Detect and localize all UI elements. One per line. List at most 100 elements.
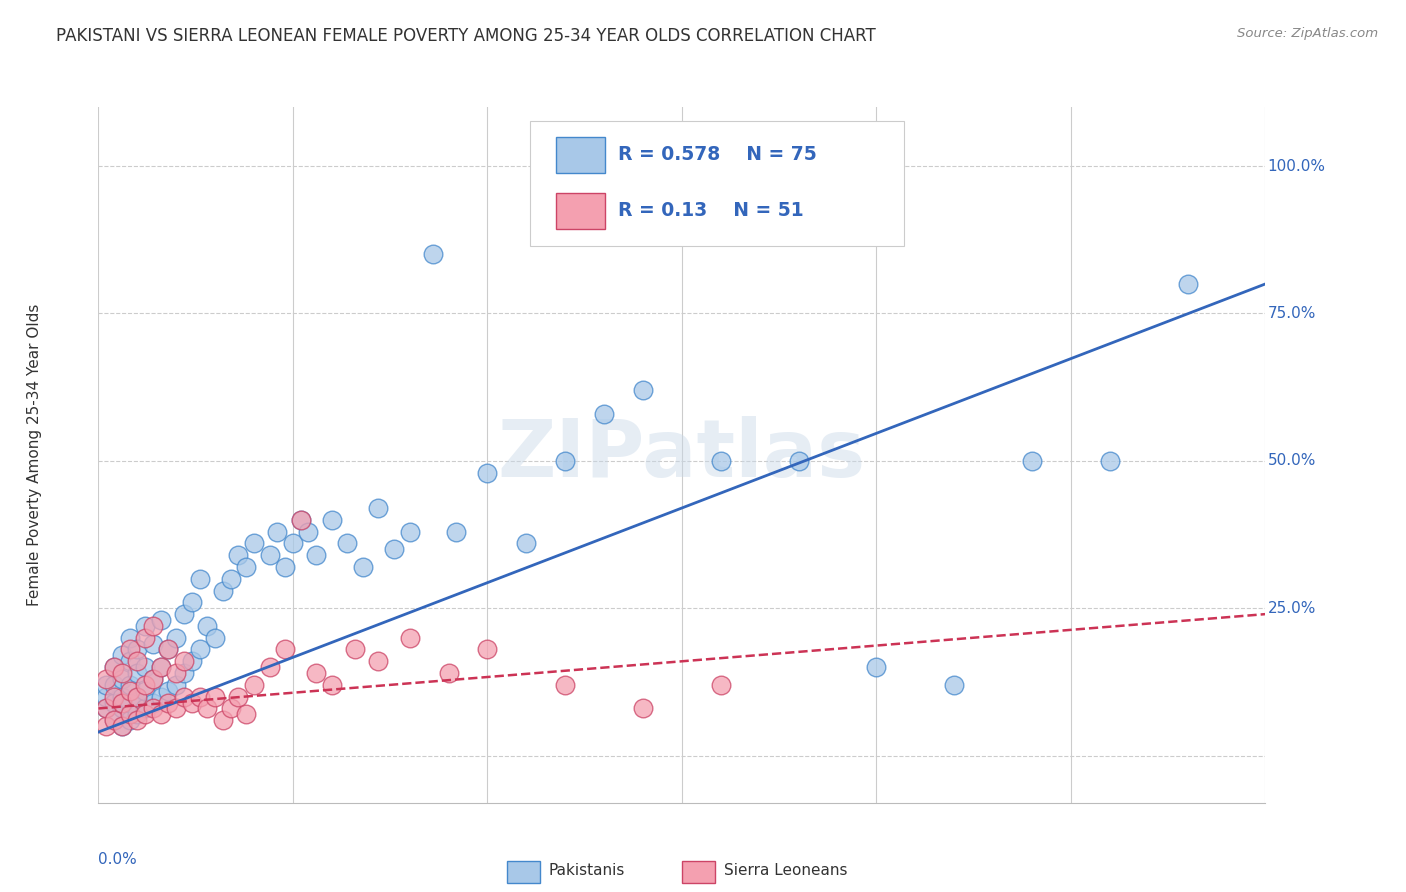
Point [398,524,420,539]
Point [631,383,654,397]
Point [188,642,211,657]
Point [367,500,389,515]
Point [710,454,733,468]
Point [228,690,250,704]
Point [111,690,134,704]
Point [157,683,180,698]
Point [235,560,257,574]
Point [111,648,134,663]
Point [188,572,211,586]
Point [344,642,367,657]
Point [382,542,405,557]
Point [118,678,141,692]
Text: Source: ZipAtlas.com: Source: ZipAtlas.com [1237,27,1378,40]
Point [118,642,141,657]
Text: ZIPatlas: ZIPatlas [498,416,866,494]
Point [149,660,172,674]
Point [127,666,149,681]
Point [118,654,141,668]
Point [204,690,226,704]
Point [142,696,165,710]
Point [865,660,887,674]
Point [180,654,202,668]
Point [290,513,312,527]
Point [118,683,141,698]
Point [305,548,328,562]
Point [103,678,125,692]
Point [127,654,149,668]
Point [281,536,304,550]
Point [111,696,134,710]
Text: 100.0%: 100.0% [1268,159,1326,174]
Point [96,690,118,704]
Point [127,707,149,722]
Point [446,524,468,539]
Point [243,536,266,550]
Text: R = 0.578    N = 75: R = 0.578 N = 75 [617,145,817,164]
Point [157,642,180,657]
Point [103,660,125,674]
Point [118,713,141,727]
Point [149,660,172,674]
Point [142,619,165,633]
Point [212,583,235,598]
Point [321,678,343,692]
Point [195,619,218,633]
Point [149,613,172,627]
Point [118,631,141,645]
Point [195,701,218,715]
Point [173,666,195,681]
Point [290,513,312,527]
Point [204,631,226,645]
Point [631,701,654,715]
Point [219,572,242,586]
Point [165,678,187,692]
Point [219,701,242,715]
Point [134,631,156,645]
Text: R = 0.13    N = 51: R = 0.13 N = 51 [617,201,803,219]
Point [149,690,172,704]
FancyBboxPatch shape [555,137,605,173]
Point [188,690,211,704]
Point [554,678,576,692]
Point [127,690,149,704]
FancyBboxPatch shape [530,121,904,246]
Point [321,513,343,527]
Point [243,678,266,692]
Point [111,666,134,681]
Point [787,454,810,468]
Point [173,607,195,621]
Point [103,696,125,710]
Point [142,701,165,715]
Point [352,560,374,574]
Point [96,701,118,715]
Point [142,672,165,686]
Point [157,642,180,657]
Point [305,666,328,681]
Point [134,707,156,722]
FancyBboxPatch shape [682,861,714,883]
Point [127,690,149,704]
Point [235,707,257,722]
Point [96,701,118,715]
Point [1098,454,1121,468]
Point [259,548,281,562]
Point [96,719,118,733]
Point [111,719,134,733]
Point [142,637,165,651]
Point [180,595,202,609]
Text: Female Poverty Among 25-34 Year Olds: Female Poverty Among 25-34 Year Olds [27,304,42,606]
Text: 0.0%: 0.0% [98,852,138,866]
Point [180,696,202,710]
Point [111,672,134,686]
FancyBboxPatch shape [506,861,540,883]
Point [297,524,319,539]
Point [149,707,172,722]
Text: Pakistanis: Pakistanis [548,863,626,879]
Point [111,719,134,733]
Point [1021,454,1043,468]
Point [118,707,141,722]
Point [259,660,281,674]
Point [103,713,125,727]
Point [477,642,499,657]
